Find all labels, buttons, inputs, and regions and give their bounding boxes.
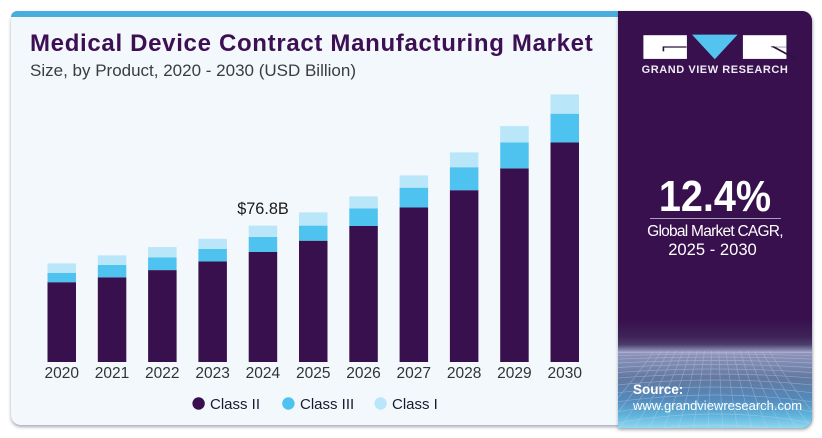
svg-text:2022: 2022 [145, 365, 179, 382]
svg-text:2020: 2020 [44, 365, 79, 382]
svg-text:2021: 2021 [95, 365, 129, 382]
svg-text:2027: 2027 [397, 365, 431, 382]
svg-text:2026: 2026 [346, 365, 380, 382]
svg-text:2024: 2024 [246, 365, 281, 382]
svg-text:2030: 2030 [547, 365, 582, 382]
svg-text:2025: 2025 [296, 365, 330, 382]
svg-text:$76.8B: $76.8B [237, 200, 289, 218]
svg-text:Class III: Class III [300, 396, 354, 413]
svg-text:2023: 2023 [195, 365, 229, 382]
svg-text:2028: 2028 [447, 365, 481, 382]
svg-text:Class I: Class I [392, 396, 438, 413]
svg-text:Class II: Class II [210, 396, 260, 413]
svg-text:2029: 2029 [497, 365, 531, 382]
